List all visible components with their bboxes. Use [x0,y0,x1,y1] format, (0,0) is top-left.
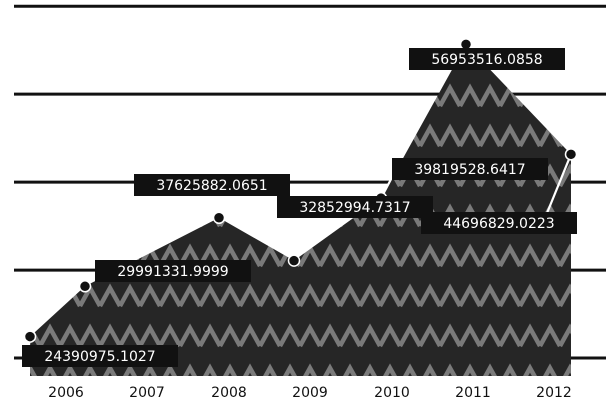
x-tick-label: 2008 [211,385,247,401]
data-label: 32852994.7317 [299,200,410,216]
data-label-box [421,212,577,234]
data-labels: 24390975.1027 29991331.9999 37625882.0651 3… [22,48,577,367]
x-axis: 2006 2007 2008 2009 2010 2011 2012 [48,385,572,401]
x-tick-label: 2011 [455,385,491,401]
data-label: 39819528.6417 [414,162,525,178]
data-label: 24390975.1027 [44,349,155,365]
data-label: 29991331.9999 [117,264,228,280]
data-point [78,280,92,293]
data-label-box [22,345,178,367]
data-label-box [392,158,548,180]
data-label: 37625882.0651 [156,178,267,194]
data-point [212,211,226,225]
x-tick-label: 2009 [292,385,328,401]
data-label-box [134,174,290,196]
x-tick-label: 2012 [536,385,572,401]
area-series [30,44,571,376]
data-label-box [409,48,565,70]
label-leader [543,153,573,219]
data-label: 56953516.0858 [431,52,542,68]
x-tick-label: 2006 [48,385,84,401]
data-point [23,330,37,343]
data-point [287,254,301,267]
x-tick-label: 2007 [129,385,165,401]
x-tick-label: 2010 [374,385,410,401]
data-label: 44696829.0223 [443,216,554,232]
data-label-box [95,260,251,282]
data-label-box [277,196,433,218]
data-point [564,148,578,161]
